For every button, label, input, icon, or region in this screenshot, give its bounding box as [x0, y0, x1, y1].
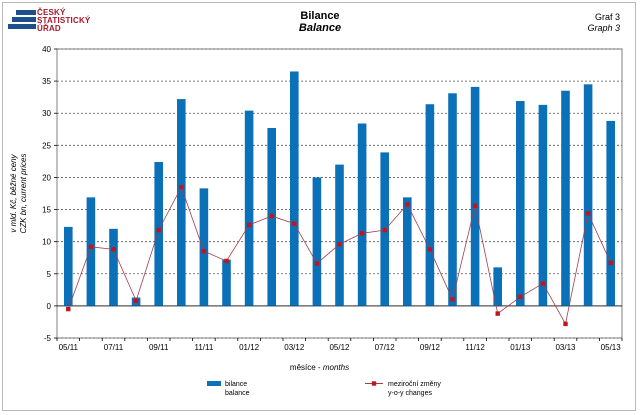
bar-balance: [448, 93, 457, 306]
legend-label-yoy: meziroční změny: [388, 381, 441, 388]
y-tick-label: 15: [42, 206, 51, 215]
y-tick-label: 35: [42, 77, 51, 86]
point-yoy: [314, 261, 320, 266]
point-yoy: [608, 260, 613, 266]
bar-balance: [154, 162, 163, 306]
point-yoy: [450, 297, 455, 302]
bar-balance: [290, 71, 299, 306]
point-yoy: [292, 221, 297, 226]
point-yoy: [179, 184, 184, 190]
bar-balance: [516, 101, 525, 306]
bar-balance: [64, 226, 73, 306]
x-tick-label: 09/11: [149, 343, 169, 352]
legend-swatch-yoy-marker: [371, 381, 377, 386]
logo-line-2: STATISTICKÝ: [37, 16, 91, 25]
point-yoy: [337, 242, 342, 247]
point-yoy: [563, 321, 568, 327]
x-tick-label: 05/12: [329, 343, 350, 352]
bar-balance: [583, 84, 593, 306]
legend-swatch-balance: [207, 381, 221, 386]
logo-line-1: ČESKÝ: [37, 8, 66, 17]
x-tick-label: 01/13: [510, 343, 531, 352]
chart-subtitle: Balance: [298, 22, 342, 34]
point-yoy: [133, 298, 139, 303]
bar-balance: [199, 188, 209, 306]
legend-label-balance-en: balance: [225, 390, 250, 397]
point-yoy: [66, 306, 71, 312]
y-tick-label: -5: [44, 334, 52, 343]
graph-number: Graf 3: [594, 12, 620, 22]
y-tick-label: 40: [42, 45, 51, 54]
x-tick-label: 05/13: [601, 343, 622, 352]
point-yoy: [224, 258, 229, 264]
point-yoy: [405, 202, 410, 207]
point-yoy: [382, 227, 387, 233]
bar-balance: [470, 86, 480, 306]
x-axis-title: měsíce - months: [290, 363, 349, 372]
point-yoy: [518, 294, 523, 300]
bar-balance: [312, 177, 322, 306]
legend-label-yoy-en: y-o-y changes: [388, 390, 432, 397]
bar-balance: [425, 104, 435, 306]
y-axis-title: v mld. Kč, běžné ceny: [9, 153, 18, 232]
x-tick-label: 03/13: [555, 343, 576, 352]
x-tick-label: 05/11: [59, 343, 79, 352]
x-tick-label: 11/11: [194, 343, 213, 352]
point-yoy: [472, 203, 478, 208]
point-yoy: [359, 231, 365, 236]
point-yoy: [246, 222, 252, 228]
point-yoy: [585, 211, 591, 216]
legend-label-balance: bilance: [225, 381, 247, 388]
point-yoy: [540, 281, 546, 286]
x-tick-label: 03/12: [284, 343, 305, 352]
point-yoy: [495, 311, 500, 316]
point-yoy: [201, 249, 207, 254]
y-tick-label: 0: [47, 302, 52, 311]
y-axis-title-en: CZK bn, current prices: [19, 153, 28, 233]
bar-balance: [86, 197, 96, 306]
point-yoy: [156, 227, 161, 233]
bar-balance: [109, 228, 118, 306]
bar-balance: [606, 120, 615, 306]
chart-title: Bilance: [300, 10, 340, 22]
y-tick-label: 30: [42, 109, 51, 118]
bar-balance: [222, 259, 231, 306]
point-yoy: [269, 213, 274, 219]
bar-balance: [403, 197, 412, 306]
bar-balance: [177, 99, 186, 306]
point-yoy: [88, 244, 94, 250]
bar-balance: [357, 123, 367, 306]
x-tick-label: 09/12: [420, 343, 441, 352]
x-tick-label: 07/12: [375, 343, 396, 352]
bar-balance: [561, 90, 570, 306]
bar-balance: [244, 110, 254, 306]
bar-balance: [335, 164, 344, 306]
point-yoy: [111, 247, 116, 252]
y-tick-label: 25: [42, 141, 51, 150]
point-yoy: [427, 247, 433, 252]
y-tick-label: 10: [42, 238, 51, 247]
y-tick-label: 20: [42, 173, 51, 182]
y-tick-label: 5: [47, 270, 52, 279]
logo-line-3: ÚŘAD: [37, 24, 61, 33]
bar-balance: [538, 104, 548, 306]
x-tick-label: 11/12: [465, 343, 485, 352]
graph-number-en: Graph 3: [587, 23, 620, 33]
x-tick-label: 01/12: [239, 343, 260, 352]
x-tick-label: 07/11: [104, 343, 124, 352]
bar-balance: [493, 267, 502, 306]
